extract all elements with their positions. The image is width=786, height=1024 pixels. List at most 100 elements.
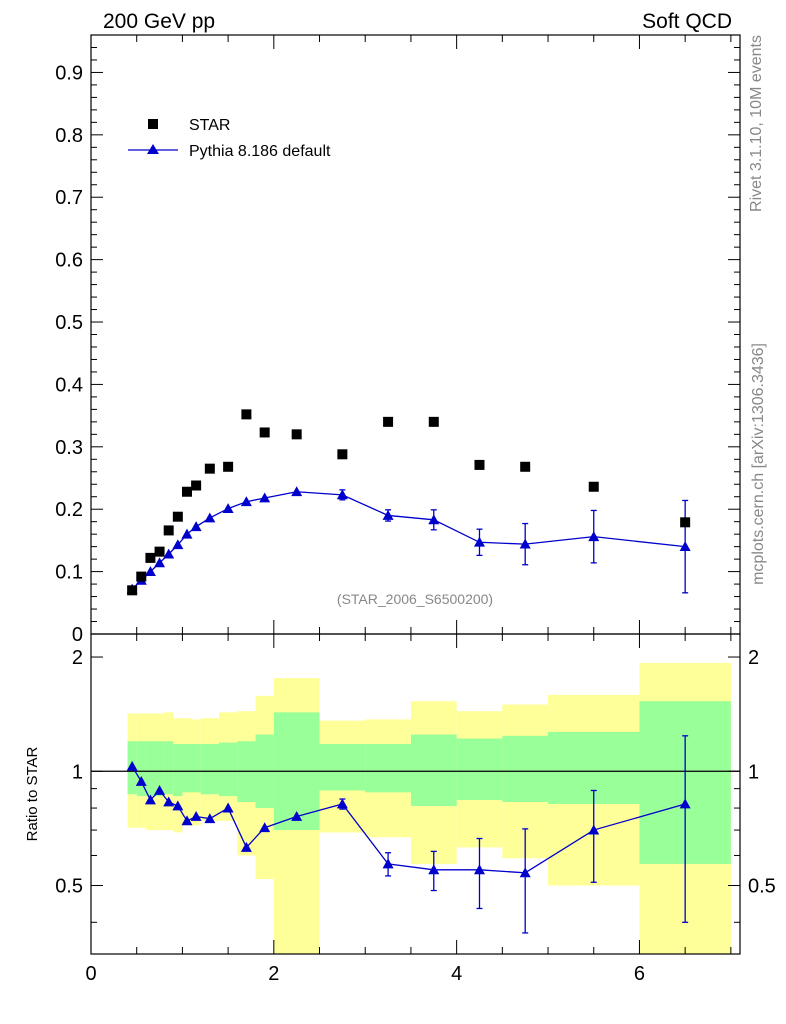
mc-point (473, 536, 485, 547)
ratio-band-inner (154, 741, 165, 797)
mc-point (679, 541, 691, 552)
ratio-band-inner (182, 743, 192, 793)
ratio-y-tick-label-left: 2 (72, 647, 83, 669)
ratio-band-inner (456, 738, 503, 801)
y-tick-label: 0.8 (55, 125, 83, 147)
ratio-point (259, 822, 271, 833)
side-label-rivet: Rivet 3.1.10, 10M events (748, 35, 765, 212)
star-data-point (588, 481, 599, 492)
ratio-point (679, 798, 691, 809)
title-left: 200 GeV pp (103, 10, 215, 33)
ratio-frame (90, 633, 741, 955)
ratio-y-tick-label-right: 1 (748, 761, 759, 783)
y-tick-label: 0.4 (55, 374, 83, 396)
ratio-point (428, 864, 440, 875)
star-data-point (127, 585, 138, 596)
star-data-point (241, 409, 252, 420)
ratio-point (204, 813, 216, 824)
ratio-point (126, 760, 138, 771)
ratio-band-inner (410, 734, 457, 807)
mc-point (519, 538, 531, 549)
ratio-point (190, 811, 202, 821)
ratio-point (154, 784, 166, 795)
star-data-point (145, 552, 156, 563)
ratio-panel: 0.5 0.5 1 1 2 2 0 2 4 6 (55, 633, 776, 985)
ratio-y-tick-label-left: 1 (72, 761, 83, 783)
mc-point (259, 492, 271, 503)
main-panel: 0.1 0.2 0.3 0.4 0.5 0.6 0.7 0.8 0.9 0 (55, 34, 741, 646)
star-data-point (181, 486, 192, 497)
legend-marker-data (148, 119, 158, 129)
y-tick-label: 0.9 (55, 62, 83, 84)
x-tick-label: 4 (451, 963, 462, 985)
mc-series-line (131, 491, 686, 590)
star-data-point (291, 429, 302, 440)
ratio-band-inner (502, 735, 549, 802)
mc-point (382, 509, 394, 520)
y-tick-label: 0 (72, 624, 83, 646)
x-tick-label: 0 (85, 963, 96, 985)
star-data-point (383, 416, 394, 427)
ratio-band-inner (164, 741, 174, 795)
ratio-band-inner (191, 743, 201, 793)
ratio-point (240, 841, 252, 852)
ratio-band-inner (365, 743, 411, 793)
ratio-y-tick-label-right: 2 (748, 647, 759, 669)
mc-point (154, 557, 166, 568)
star-data-point (223, 461, 234, 472)
ratio-point (172, 800, 184, 811)
ratio-point (519, 867, 531, 878)
ratio-y-tick-label-right: 0.5 (748, 876, 776, 898)
ratio-point (144, 794, 156, 805)
star-data-point (520, 461, 531, 472)
legend: STAR Pythia 8.186 default (128, 117, 331, 160)
star-data-point (154, 546, 165, 557)
star-data-point (259, 427, 270, 438)
ratio-band-inner (136, 741, 146, 797)
ratio-point (382, 858, 394, 869)
y-tick-label: 0.7 (55, 187, 83, 209)
mc-point (240, 496, 252, 507)
star-data-point (136, 571, 147, 582)
x-tick-label: 6 (634, 963, 645, 985)
star-data-point (204, 463, 215, 474)
ratio-point (222, 802, 234, 813)
title-right: Soft QCD (642, 10, 732, 33)
mc-point (291, 486, 303, 497)
ratio-band-inner (319, 743, 366, 791)
mc-point (588, 531, 600, 542)
x-tick-label: 2 (268, 963, 279, 985)
ratio-point (336, 798, 348, 809)
mc-point (172, 539, 184, 550)
ratio-point (588, 824, 600, 835)
side-label-mcplots: mcplots.cern.ch [arXiv:1306.3436] (750, 343, 767, 585)
ratio-band-inner (145, 741, 155, 797)
mc-point (428, 514, 440, 525)
mc-point (204, 512, 216, 523)
ratio-point (163, 796, 175, 807)
star-data-point (191, 480, 202, 491)
ratio-point (473, 864, 485, 875)
ratio-band-inner (173, 743, 183, 797)
analysis-watermark: (STAR_2006_S6500200) (337, 591, 493, 607)
mc-point (336, 489, 348, 500)
ratio-point (181, 815, 193, 826)
y-tick-label: 0.1 (55, 562, 83, 584)
ratio-point (291, 811, 303, 821)
star-data-point (428, 416, 439, 427)
y-tick-label: 0.3 (55, 437, 83, 459)
star-data-point (337, 449, 348, 460)
ratio-y-tick-label-left: 0.5 (55, 876, 83, 898)
star-data-point (163, 525, 174, 536)
star-data-point (172, 511, 183, 522)
mc-point (163, 548, 175, 559)
mc-point (190, 521, 202, 532)
mc-point (144, 566, 156, 577)
ratio-band-inner (200, 743, 219, 795)
y-tick-label: 0.2 (55, 499, 83, 521)
legend-label-mc: Pythia 8.186 default (189, 143, 331, 160)
star-data-point (680, 517, 691, 528)
y-tick-label: 0.5 (55, 312, 83, 334)
mc-point (181, 528, 193, 539)
